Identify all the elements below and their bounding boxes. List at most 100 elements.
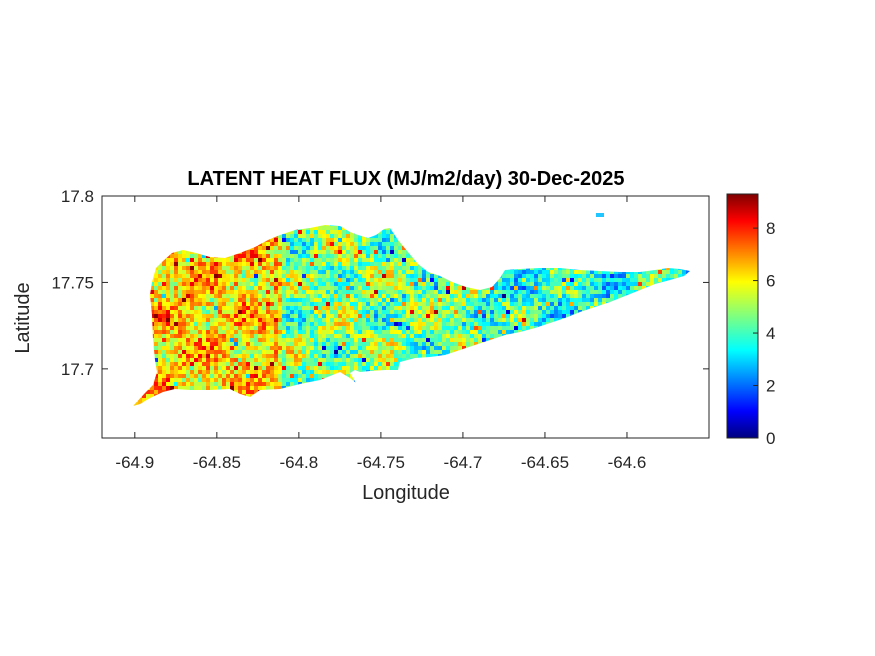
heat-cell: [410, 342, 414, 346]
heat-cell: [362, 270, 366, 274]
heat-cell: [206, 338, 210, 342]
heat-cell: [342, 318, 346, 322]
heat-cell: [422, 278, 426, 282]
heat-cell: [234, 274, 238, 278]
heat-cell: [326, 242, 330, 246]
heat-cell: [374, 346, 378, 350]
heat-cell: [222, 290, 226, 294]
heat-cell: [322, 290, 326, 294]
heat-cell: [210, 338, 214, 342]
heat-cell: [522, 318, 526, 322]
heat-cell: [182, 282, 186, 286]
heat-cell: [274, 362, 278, 366]
heat-cell: [170, 314, 174, 318]
heat-cell: [274, 238, 278, 242]
heat-cell: [630, 274, 634, 278]
heat-cell: [242, 302, 246, 306]
heat-cell: [446, 326, 450, 330]
heat-cell: [250, 298, 254, 302]
heat-cell: [454, 318, 458, 322]
heat-cell: [306, 246, 310, 250]
heat-cell: [254, 254, 258, 258]
heat-cell: [490, 314, 494, 318]
heat-cell: [266, 286, 270, 290]
heat-cell: [542, 310, 546, 314]
heat-cell: [222, 258, 226, 262]
heat-cell: [314, 294, 318, 298]
heat-cell: [366, 290, 370, 294]
heat-cell: [290, 246, 294, 250]
heat-cell: [538, 310, 542, 314]
heat-cell: [310, 322, 314, 326]
heat-cell: [382, 302, 386, 306]
heat-cell: [434, 322, 438, 326]
heat-cell: [198, 362, 202, 366]
heat-cell: [578, 274, 582, 278]
heat-cell: [530, 302, 534, 306]
heat-cell: [354, 294, 358, 298]
heat-cell: [294, 286, 298, 290]
heat-cell: [218, 350, 222, 354]
heat-cell: [202, 322, 206, 326]
heat-cell: [666, 274, 670, 278]
heat-cell: [378, 322, 382, 326]
heat-cell: [218, 266, 222, 270]
heat-cell: [178, 286, 182, 290]
heat-cell: [514, 330, 518, 334]
heat-cell: [382, 350, 386, 354]
heat-cell: [198, 346, 202, 350]
heat-cell: [278, 318, 282, 322]
heat-cell: [350, 318, 354, 322]
heat-cell: [282, 362, 286, 366]
heat-cell: [366, 330, 370, 334]
heat-cell: [258, 318, 262, 322]
heat-cell: [326, 258, 330, 262]
heat-cell: [274, 306, 278, 310]
heat-cell: [462, 294, 466, 298]
heat-cell: [166, 330, 170, 334]
heat-cell: [410, 310, 414, 314]
heat-cell: [242, 342, 246, 346]
heat-cell: [278, 334, 282, 338]
heat-cell: [278, 362, 282, 366]
heat-cell: [342, 270, 346, 274]
heat-cell: [418, 330, 422, 334]
heat-cell: [414, 318, 418, 322]
heat-cell: [250, 314, 254, 318]
heat-cell: [450, 306, 454, 310]
heat-cell: [406, 330, 410, 334]
heat-cell: [358, 286, 362, 290]
heat-cell: [354, 262, 358, 266]
heat-cell: [262, 302, 266, 306]
heat-cell: [306, 318, 310, 322]
heat-cell: [526, 306, 530, 310]
heat-cell: [466, 290, 470, 294]
heat-cell: [610, 274, 614, 278]
heat-cell: [186, 354, 190, 358]
heat-cell: [282, 306, 286, 310]
heat-cell: [202, 350, 206, 354]
heat-cell: [226, 266, 230, 270]
heat-cell: [174, 362, 178, 366]
heat-cell: [634, 282, 638, 286]
heat-cell: [282, 234, 286, 238]
heat-cell: [258, 246, 262, 250]
heat-cell: [206, 306, 210, 310]
heat-cell: [398, 314, 402, 318]
heat-cell: [518, 302, 522, 306]
heat-cell: [482, 290, 486, 294]
heat-cell: [518, 278, 522, 282]
heat-cell: [650, 278, 654, 282]
heat-cell: [398, 254, 402, 258]
heat-cell: [242, 354, 246, 358]
heat-cell: [410, 278, 414, 282]
heat-cell: [218, 322, 222, 326]
heat-cell: [382, 334, 386, 338]
heat-cell: [226, 314, 230, 318]
heat-cell: [242, 258, 246, 262]
heat-cell: [630, 270, 634, 274]
heat-cell: [246, 362, 250, 366]
heat-cell: [482, 326, 486, 330]
heat-cell: [390, 234, 394, 238]
heat-cell: [438, 294, 442, 298]
